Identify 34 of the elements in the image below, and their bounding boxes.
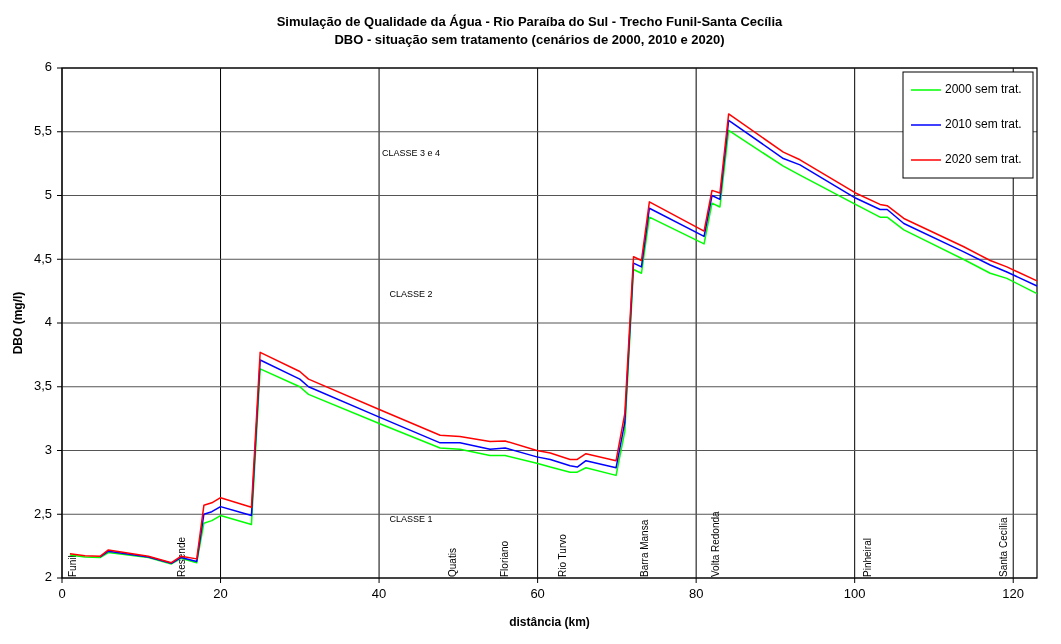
y-tick-label: 4 (44, 314, 52, 330)
annotation: CLASSE 3 e 4 (382, 148, 441, 159)
y-tick-label: 2 (44, 569, 52, 585)
annotation: Quatis (446, 548, 458, 577)
x-tick-label: 80 (688, 586, 704, 601)
x-tick-label: 20 (213, 586, 228, 601)
legend-label: 2000 sem trat. (945, 82, 1022, 97)
x-tick-label: 0 (58, 586, 66, 601)
y-tick-label: 6 (44, 59, 52, 75)
x-axis-title: distância (km) (509, 615, 590, 629)
y-tick-label: 3,5 (33, 378, 52, 394)
chart-subtitle: DBO - situação sem tratamento (cenários de 2000, 2010 e 2020) (334, 32, 725, 47)
annotation: Pinheiral (861, 538, 873, 577)
y-tick-label: 2,5 (33, 505, 52, 521)
annotation: Funil (67, 555, 79, 577)
y-tick-label: 5,5 (33, 123, 52, 139)
legend-label: 2020 sem trat. (945, 152, 1022, 167)
chart-title: Simulação de Qualidade da Água - Rio Paraíba do Sul - Trecho Funil-Santa Cecília (276, 14, 784, 29)
annotation: CLASSE 2 (389, 289, 433, 300)
annotation: CLASSE 1 (389, 513, 433, 524)
legend-label: 2010 sem trat. (945, 117, 1022, 132)
annotation: Rio Turvo (556, 533, 568, 577)
annotation: Barra Mansa (638, 519, 650, 577)
x-tick-label: 40 (371, 586, 387, 601)
y-tick-label: 5 (44, 186, 52, 202)
annotation: Santa Cecília (998, 517, 1010, 577)
annotation: Floriano (499, 540, 511, 577)
y-tick-label: 3 (44, 441, 52, 457)
y-axis-title: DBO (mg/l) (11, 291, 25, 355)
annotation: Volta Redonda (709, 510, 721, 577)
x-tick-label: 100 (843, 586, 866, 601)
y-tick-label: 4,5 (33, 250, 52, 266)
x-tick-label: 60 (530, 586, 545, 601)
x-tick-label: 120 (1002, 586, 1025, 601)
